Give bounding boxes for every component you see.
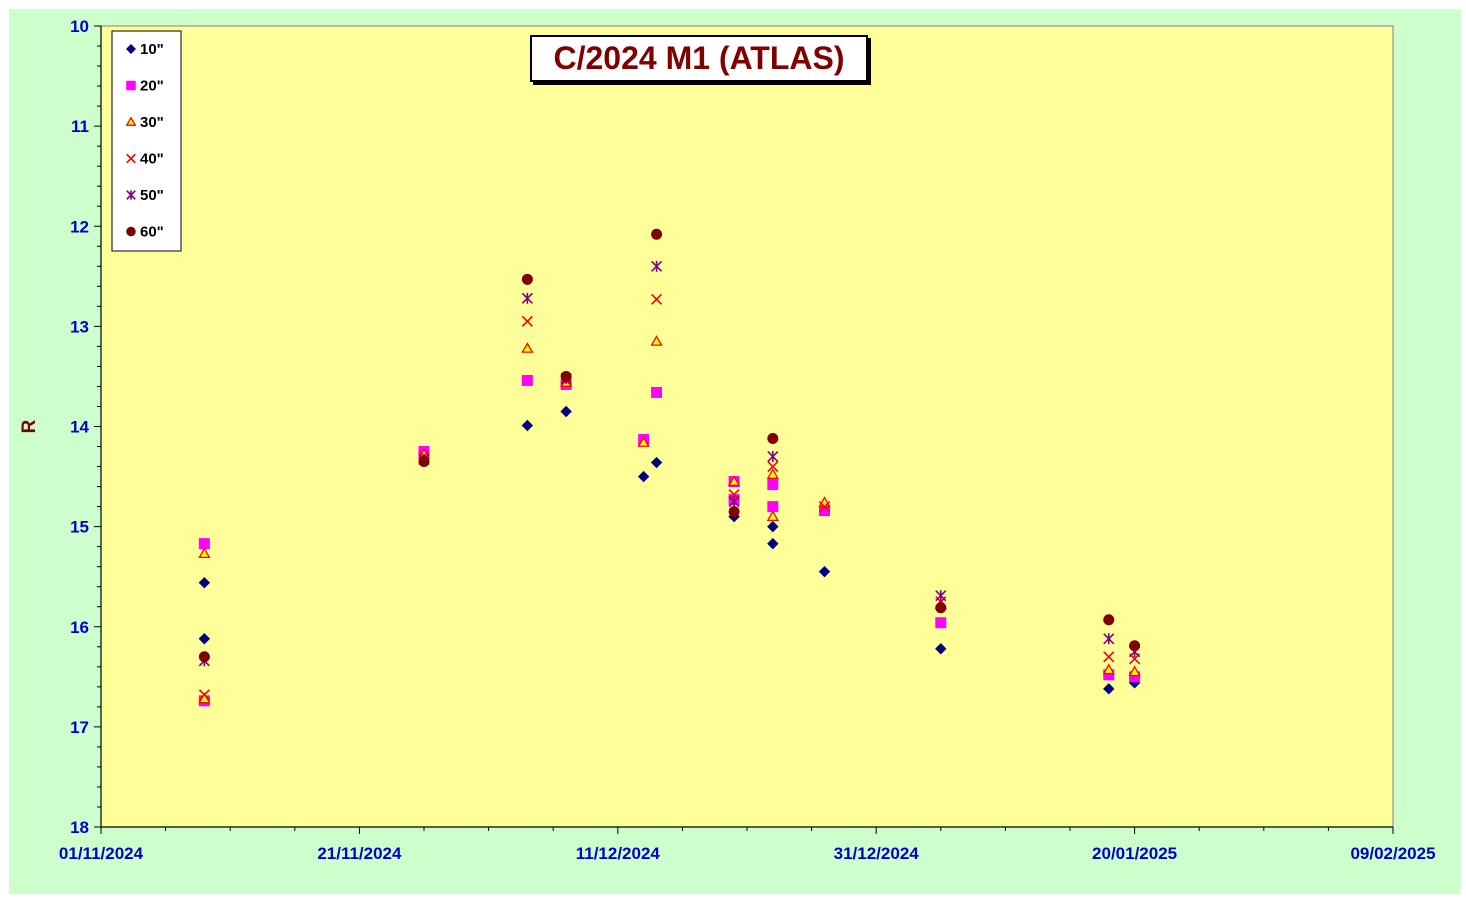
data-point <box>767 460 779 473</box>
data-point <box>650 335 663 346</box>
y-tick-label: 10 <box>70 17 89 36</box>
data-point <box>766 510 779 522</box>
data-point <box>767 520 779 533</box>
legend-label: 10" <box>140 41 164 58</box>
data-point <box>521 374 533 386</box>
x-tick-label: 20/01/2025 <box>1092 844 1177 863</box>
legend-marker <box>126 226 136 237</box>
data-point <box>728 496 740 508</box>
data-point <box>935 602 947 614</box>
data-point <box>1103 683 1115 695</box>
data-point <box>728 506 740 518</box>
data-point <box>650 456 663 469</box>
data-point <box>1103 651 1115 663</box>
data-point <box>418 456 430 468</box>
x-tick-label: 11/12/2024 <box>576 844 661 863</box>
data-point <box>1128 665 1141 677</box>
plot-background <box>100 25 1394 828</box>
y-tick-label: 12 <box>70 217 89 236</box>
legend-label: 60" <box>140 224 164 241</box>
y-tick-label: 11 <box>71 117 89 136</box>
legend-marker <box>126 44 136 54</box>
data-point <box>1103 614 1115 626</box>
x-tick-label: 09/02/2025 <box>1350 844 1435 863</box>
y-tick-label: 15 <box>70 518 89 537</box>
data-point <box>521 342 534 353</box>
data-point <box>637 470 650 483</box>
chart-title-box: C/2024 M1 (ATLAS) <box>530 35 868 82</box>
data-point <box>521 292 533 304</box>
x-tick-label: 01/11/2024 <box>59 844 144 863</box>
data-point <box>767 537 779 550</box>
data-point <box>198 547 211 559</box>
y-tick-label: 16 <box>70 618 89 637</box>
chart-area: 10 11 12 13 14 15 16 17 18 01/11/2024 21/11/2024 11… <box>9 9 1461 894</box>
data-point <box>767 501 779 513</box>
data-point <box>198 651 210 663</box>
data-point <box>198 633 211 645</box>
x-tick-label: 21/11/2024 <box>317 844 402 863</box>
data-point <box>818 565 831 578</box>
y-tick-label: 17 <box>70 718 89 737</box>
data-point <box>560 405 572 418</box>
data-point <box>1129 640 1141 652</box>
data-point <box>650 260 663 272</box>
data-point <box>651 386 663 398</box>
data-point <box>935 617 947 629</box>
data-point <box>767 450 779 463</box>
data-point <box>637 436 650 447</box>
data-point <box>521 273 533 285</box>
legend-label: 50" <box>140 187 164 204</box>
x-tick-label: 31/12/2024 <box>834 844 920 863</box>
data-point <box>198 538 210 550</box>
chart-title: C/2024 M1 (ATLAS) <box>553 40 845 76</box>
y-tick-label: 13 <box>70 317 89 336</box>
data-point <box>727 475 741 486</box>
data-point <box>521 419 534 432</box>
data-point <box>767 433 779 445</box>
data-point <box>818 501 831 513</box>
data-point <box>935 643 947 655</box>
y-tick-label: 18 <box>70 818 89 837</box>
data-point <box>198 689 210 701</box>
legend-label: 30" <box>140 114 164 131</box>
data-point <box>1102 663 1115 675</box>
legend-marker <box>126 80 136 91</box>
data-point <box>198 576 211 589</box>
data-point <box>651 228 663 240</box>
data-point <box>560 370 572 382</box>
legend-box <box>111 30 182 252</box>
y-tick-label: 14 <box>70 418 89 437</box>
data-point <box>1103 633 1115 645</box>
data-point <box>767 479 779 491</box>
chart-svg: 10 11 12 13 14 15 16 17 18 01/11/2024 21/11/2024 11… <box>19 17 1436 863</box>
data-point <box>650 293 663 305</box>
legend-label: 40" <box>140 151 164 168</box>
data-point <box>935 590 947 602</box>
data-point <box>521 315 533 327</box>
legend-marker <box>126 153 136 164</box>
data-point <box>766 468 779 479</box>
legend-marker <box>125 116 137 126</box>
legend-marker <box>126 190 136 200</box>
y-axis-label: R <box>19 419 40 433</box>
legend-label: 20" <box>140 78 164 95</box>
